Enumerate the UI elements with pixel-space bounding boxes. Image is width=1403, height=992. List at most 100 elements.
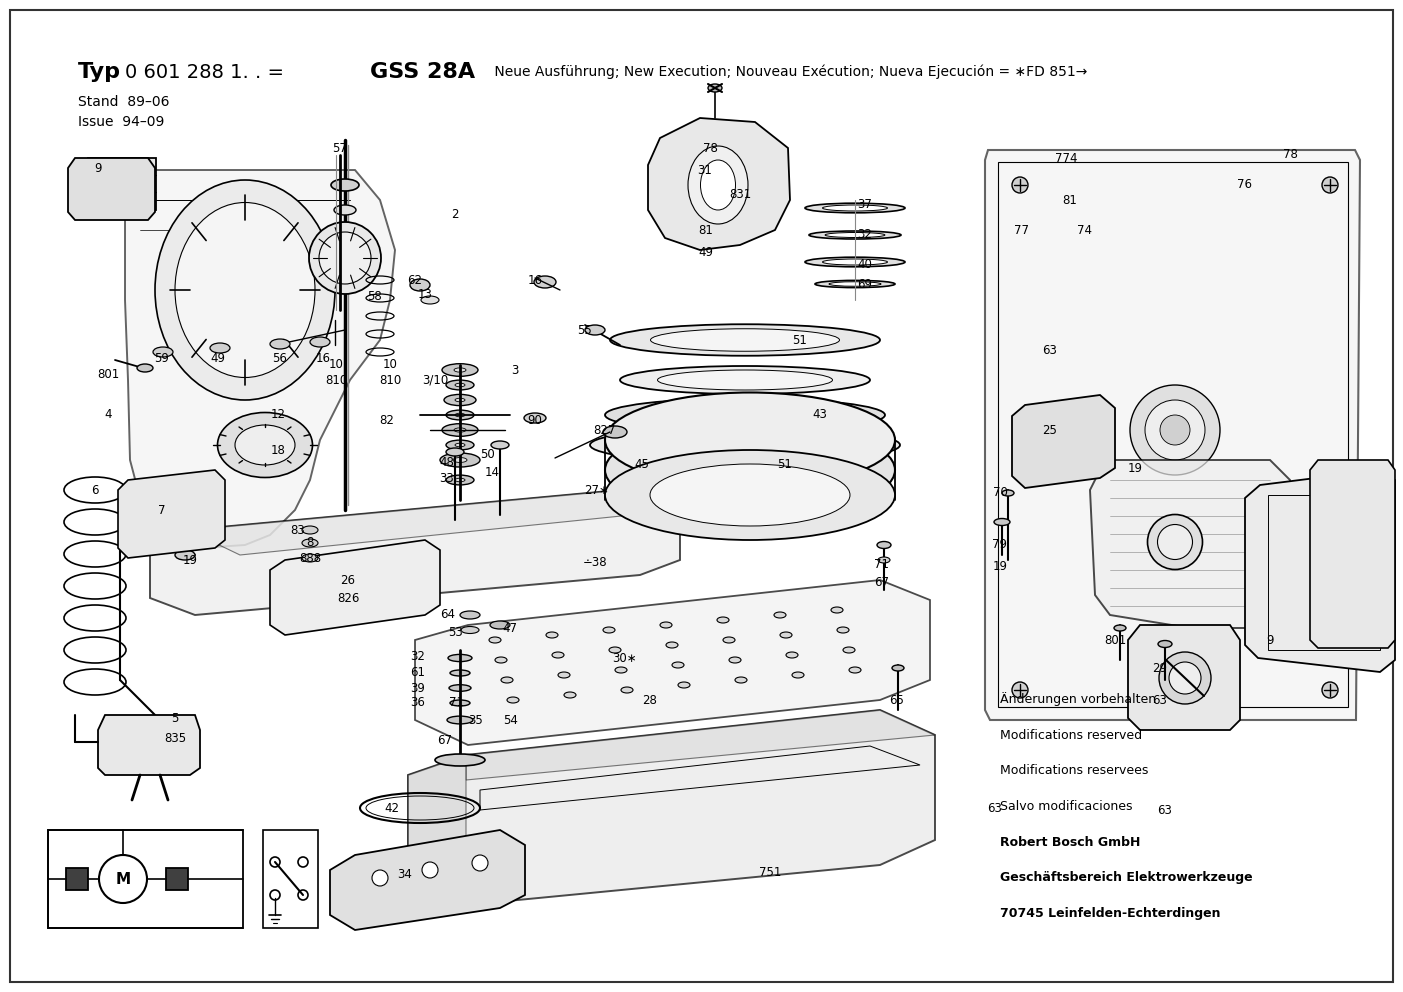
Polygon shape [98,715,201,775]
Ellipse shape [175,550,195,560]
Text: 56: 56 [272,351,288,364]
Ellipse shape [843,647,854,653]
Text: 26: 26 [341,573,355,586]
Circle shape [372,870,389,886]
Text: 55: 55 [578,323,592,336]
Text: 42: 42 [384,802,400,814]
Text: 77: 77 [1014,223,1030,236]
Text: Salvo modificaciones: Salvo modificaciones [1000,800,1132,813]
Text: 48: 48 [439,455,455,468]
Ellipse shape [455,414,464,417]
Text: 29: 29 [1152,662,1167,675]
Circle shape [269,890,281,900]
Text: 82: 82 [380,414,394,427]
Polygon shape [1090,460,1295,628]
Circle shape [297,890,309,900]
Ellipse shape [615,667,627,673]
Ellipse shape [331,179,359,191]
Ellipse shape [815,281,895,288]
Polygon shape [269,540,441,635]
Bar [66,868,88,890]
Text: 40: 40 [857,259,873,272]
Ellipse shape [448,716,473,724]
Ellipse shape [462,627,478,634]
Text: 827: 827 [593,424,615,436]
Ellipse shape [622,687,633,693]
Circle shape [297,857,309,867]
Ellipse shape [449,684,471,691]
Ellipse shape [672,662,685,668]
Circle shape [1012,177,1028,193]
Text: 826: 826 [337,591,359,604]
Ellipse shape [603,627,615,633]
Circle shape [1322,177,1338,193]
Ellipse shape [310,337,330,347]
Ellipse shape [523,413,546,423]
Text: 51: 51 [777,458,793,471]
Text: 10: 10 [328,358,344,371]
Text: 888: 888 [299,552,321,564]
Ellipse shape [645,436,854,504]
Ellipse shape [878,557,890,563]
Ellipse shape [442,424,478,436]
Ellipse shape [564,692,577,698]
Text: 69: 69 [857,279,873,292]
Text: 76: 76 [1237,179,1253,191]
Circle shape [422,862,438,878]
Text: Neue Ausführung; New Execution; Nouveau Exécution; Nueva Ejecución = ∗FD 851→: Neue Ausführung; New Execution; Nouveau … [490,64,1087,79]
Ellipse shape [603,426,627,438]
Ellipse shape [609,647,622,653]
Ellipse shape [490,637,501,643]
Ellipse shape [137,364,153,372]
Ellipse shape [892,665,904,671]
Ellipse shape [1157,641,1172,648]
Bar [998,162,1348,707]
Ellipse shape [810,231,901,239]
Text: 58: 58 [368,291,383,304]
Text: 50: 50 [481,448,495,461]
Ellipse shape [1169,662,1201,694]
Ellipse shape [491,441,509,449]
Ellipse shape [666,642,678,648]
Ellipse shape [849,667,861,673]
Text: 30∗: 30∗ [612,652,637,665]
Text: 16: 16 [316,351,331,364]
Text: 45: 45 [634,458,650,471]
Text: 14: 14 [484,465,499,478]
Ellipse shape [443,395,476,406]
Ellipse shape [1114,625,1127,631]
Text: Robert Bosch GmbH: Robert Bosch GmbH [1000,835,1141,849]
Ellipse shape [455,428,466,433]
Bar [88,158,156,210]
Circle shape [1322,682,1338,698]
Ellipse shape [637,432,853,458]
Text: 67: 67 [438,733,453,747]
Ellipse shape [831,607,843,613]
Polygon shape [466,710,934,780]
Ellipse shape [302,554,318,562]
Text: 71: 71 [449,696,464,709]
Text: 57: 57 [333,142,348,155]
Text: 32: 32 [411,650,425,663]
Polygon shape [408,755,466,905]
Bar [166,868,188,890]
Text: 3: 3 [511,363,519,377]
Text: 35: 35 [469,713,484,726]
Ellipse shape [605,450,895,540]
Ellipse shape [1148,515,1202,569]
Text: 19: 19 [1128,461,1142,474]
Ellipse shape [269,339,290,349]
Polygon shape [648,118,790,250]
Text: Modifications reserved: Modifications reserved [1000,728,1142,742]
Text: 39: 39 [411,682,425,694]
Ellipse shape [446,475,474,485]
Text: 0 601 288 1. . =: 0 601 288 1. . = [125,62,290,81]
Polygon shape [408,710,934,905]
Ellipse shape [838,627,849,633]
Text: 4: 4 [104,409,112,422]
Ellipse shape [805,203,905,213]
Ellipse shape [446,380,474,390]
Ellipse shape [1160,415,1190,445]
Circle shape [100,855,147,903]
Polygon shape [415,580,930,745]
